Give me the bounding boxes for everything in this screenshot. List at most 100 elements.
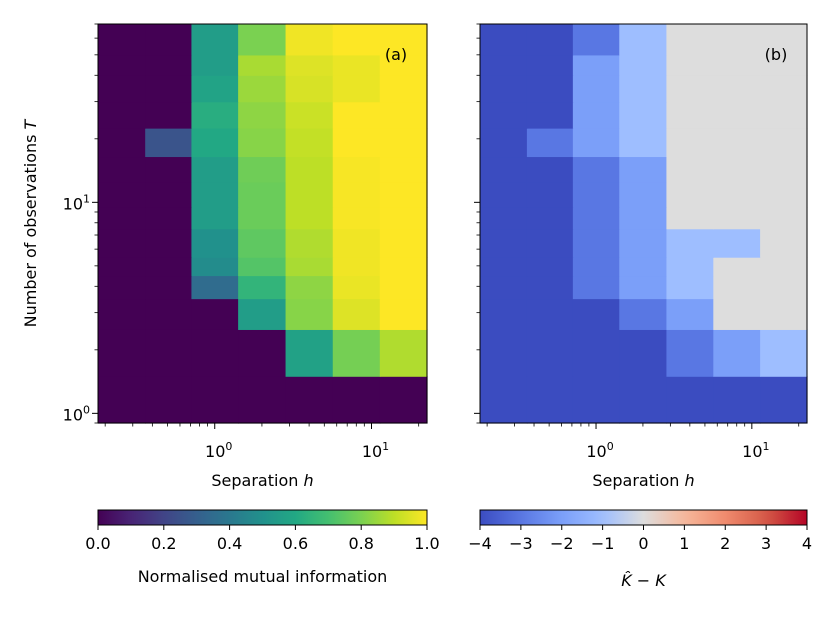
heatmap-cell xyxy=(332,298,381,330)
heatmap-cell xyxy=(619,101,668,129)
heatmap-cell xyxy=(526,207,574,230)
heatmap-cells-a xyxy=(98,24,428,424)
heatmap-cell xyxy=(379,75,428,103)
heatmap-cell xyxy=(98,156,146,183)
heatmap-cell xyxy=(98,298,146,330)
heatmap-cell xyxy=(572,101,620,129)
heatmap-cell xyxy=(480,24,528,56)
heatmap-cell xyxy=(619,24,668,56)
heatmap-cell xyxy=(713,54,761,76)
heatmap-cell xyxy=(572,156,620,183)
heatmap-cell xyxy=(760,181,808,208)
heatmap-cell xyxy=(98,376,146,424)
heatmap-cell xyxy=(480,181,528,208)
heatmap-cell xyxy=(379,101,428,129)
heatmap-cell xyxy=(98,128,146,158)
heatmap-cell xyxy=(666,257,714,277)
heatmap-cell xyxy=(666,376,714,424)
heatmap-cell xyxy=(238,54,287,76)
heatmap-cell xyxy=(480,329,528,377)
heatmap-cell xyxy=(572,376,620,424)
heatmap-cell xyxy=(713,275,761,300)
heatmap-cell xyxy=(191,75,239,103)
colorbar-tick-label: 1 xyxy=(679,534,689,553)
heatmap-cell xyxy=(526,228,574,258)
heatmap-cell xyxy=(713,156,761,183)
heatmap-cell xyxy=(379,207,428,230)
heatmap-cell xyxy=(526,128,574,158)
heatmap-cell xyxy=(760,228,808,258)
heatmap-cell xyxy=(760,275,808,300)
heatmap-cell xyxy=(238,128,287,158)
heatmap-cell xyxy=(191,24,239,56)
heatmap-cell xyxy=(332,181,381,208)
heatmap-cell xyxy=(191,329,239,377)
heatmap-cell xyxy=(666,156,714,183)
heatmap-cell xyxy=(572,275,620,300)
heatmap-cell xyxy=(145,257,193,277)
heatmap-cell xyxy=(713,329,761,377)
heatmap-cell xyxy=(285,128,334,158)
heatmap-cell xyxy=(619,54,668,76)
heatmap-cell xyxy=(332,156,381,183)
colorbar-b-label: K̂ − K xyxy=(621,571,667,590)
heatmap-cell xyxy=(526,329,574,377)
heatmap-cell xyxy=(526,257,574,277)
x-axis-label-a: Separation h xyxy=(211,471,313,490)
heatmap-cell xyxy=(480,376,528,424)
heatmap-cell xyxy=(713,207,761,230)
heatmap-cell xyxy=(238,257,287,277)
heatmap-cell xyxy=(572,75,620,103)
heatmap-cell xyxy=(285,54,334,76)
colorbar-tick-label: 2 xyxy=(720,534,730,553)
heatmap-cell xyxy=(191,101,239,129)
y-tick-label-a-10: 101 xyxy=(63,192,90,213)
colorbar-tick-label: 0.4 xyxy=(217,534,242,553)
heatmap-cell xyxy=(285,181,334,208)
heatmap-cell xyxy=(238,298,287,330)
heatmap-cell xyxy=(619,75,668,103)
heatmap-cell xyxy=(572,24,620,56)
heatmap-cell xyxy=(526,24,574,56)
heatmap-cell xyxy=(713,257,761,277)
colorbar-tick-label: −3 xyxy=(509,534,533,553)
heatmap-cell xyxy=(760,329,808,377)
heatmap-cell xyxy=(526,54,574,76)
colorbar-tick-label: 0.0 xyxy=(85,534,110,553)
heatmap-cell xyxy=(98,101,146,129)
heatmap-cell xyxy=(760,298,808,330)
heatmap-cell xyxy=(98,329,146,377)
heatmap-cell xyxy=(285,75,334,103)
heatmap-cell xyxy=(379,128,428,158)
x-axis-label-b: Separation h xyxy=(592,471,694,490)
colorbar-tick-label: 0.8 xyxy=(348,534,373,553)
colorbar-b-ticks: −4 −3 −2 −1 0 1 2 3 4 xyxy=(468,525,812,553)
heatmap-cell xyxy=(379,181,428,208)
y-axis-label: Number of observations T xyxy=(21,118,40,327)
heatmap-cell xyxy=(480,207,528,230)
heatmap-cell xyxy=(98,75,146,103)
heatmap-cell xyxy=(713,376,761,424)
heatmap-cell xyxy=(619,156,668,183)
heatmap-cell xyxy=(480,275,528,300)
x-tick-label-b-10: 101 xyxy=(742,440,769,461)
heatmap-cell xyxy=(572,54,620,76)
heatmap-cell xyxy=(98,54,146,76)
y-minor-ticks-a xyxy=(92,23,98,424)
heatmap-cell xyxy=(619,298,668,330)
heatmap-cell xyxy=(713,181,761,208)
colorbar-tick-label: −4 xyxy=(468,534,492,553)
x-minor-ticks-a xyxy=(104,423,420,429)
heatmap-cell xyxy=(480,128,528,158)
heatmap-cell xyxy=(191,156,239,183)
heatmap-cell xyxy=(379,298,428,330)
heatmap-cell xyxy=(238,376,287,424)
x-tick-label-a-10: 101 xyxy=(362,440,389,461)
heatmap-cell xyxy=(332,54,381,76)
heatmap-cell xyxy=(666,54,714,76)
heatmap-cell xyxy=(666,128,714,158)
heatmap-cell xyxy=(285,228,334,258)
heatmap-cell xyxy=(480,257,528,277)
y-minor-ticks-b xyxy=(474,23,480,424)
colorbar-a-label: Normalised mutual information xyxy=(138,567,388,586)
